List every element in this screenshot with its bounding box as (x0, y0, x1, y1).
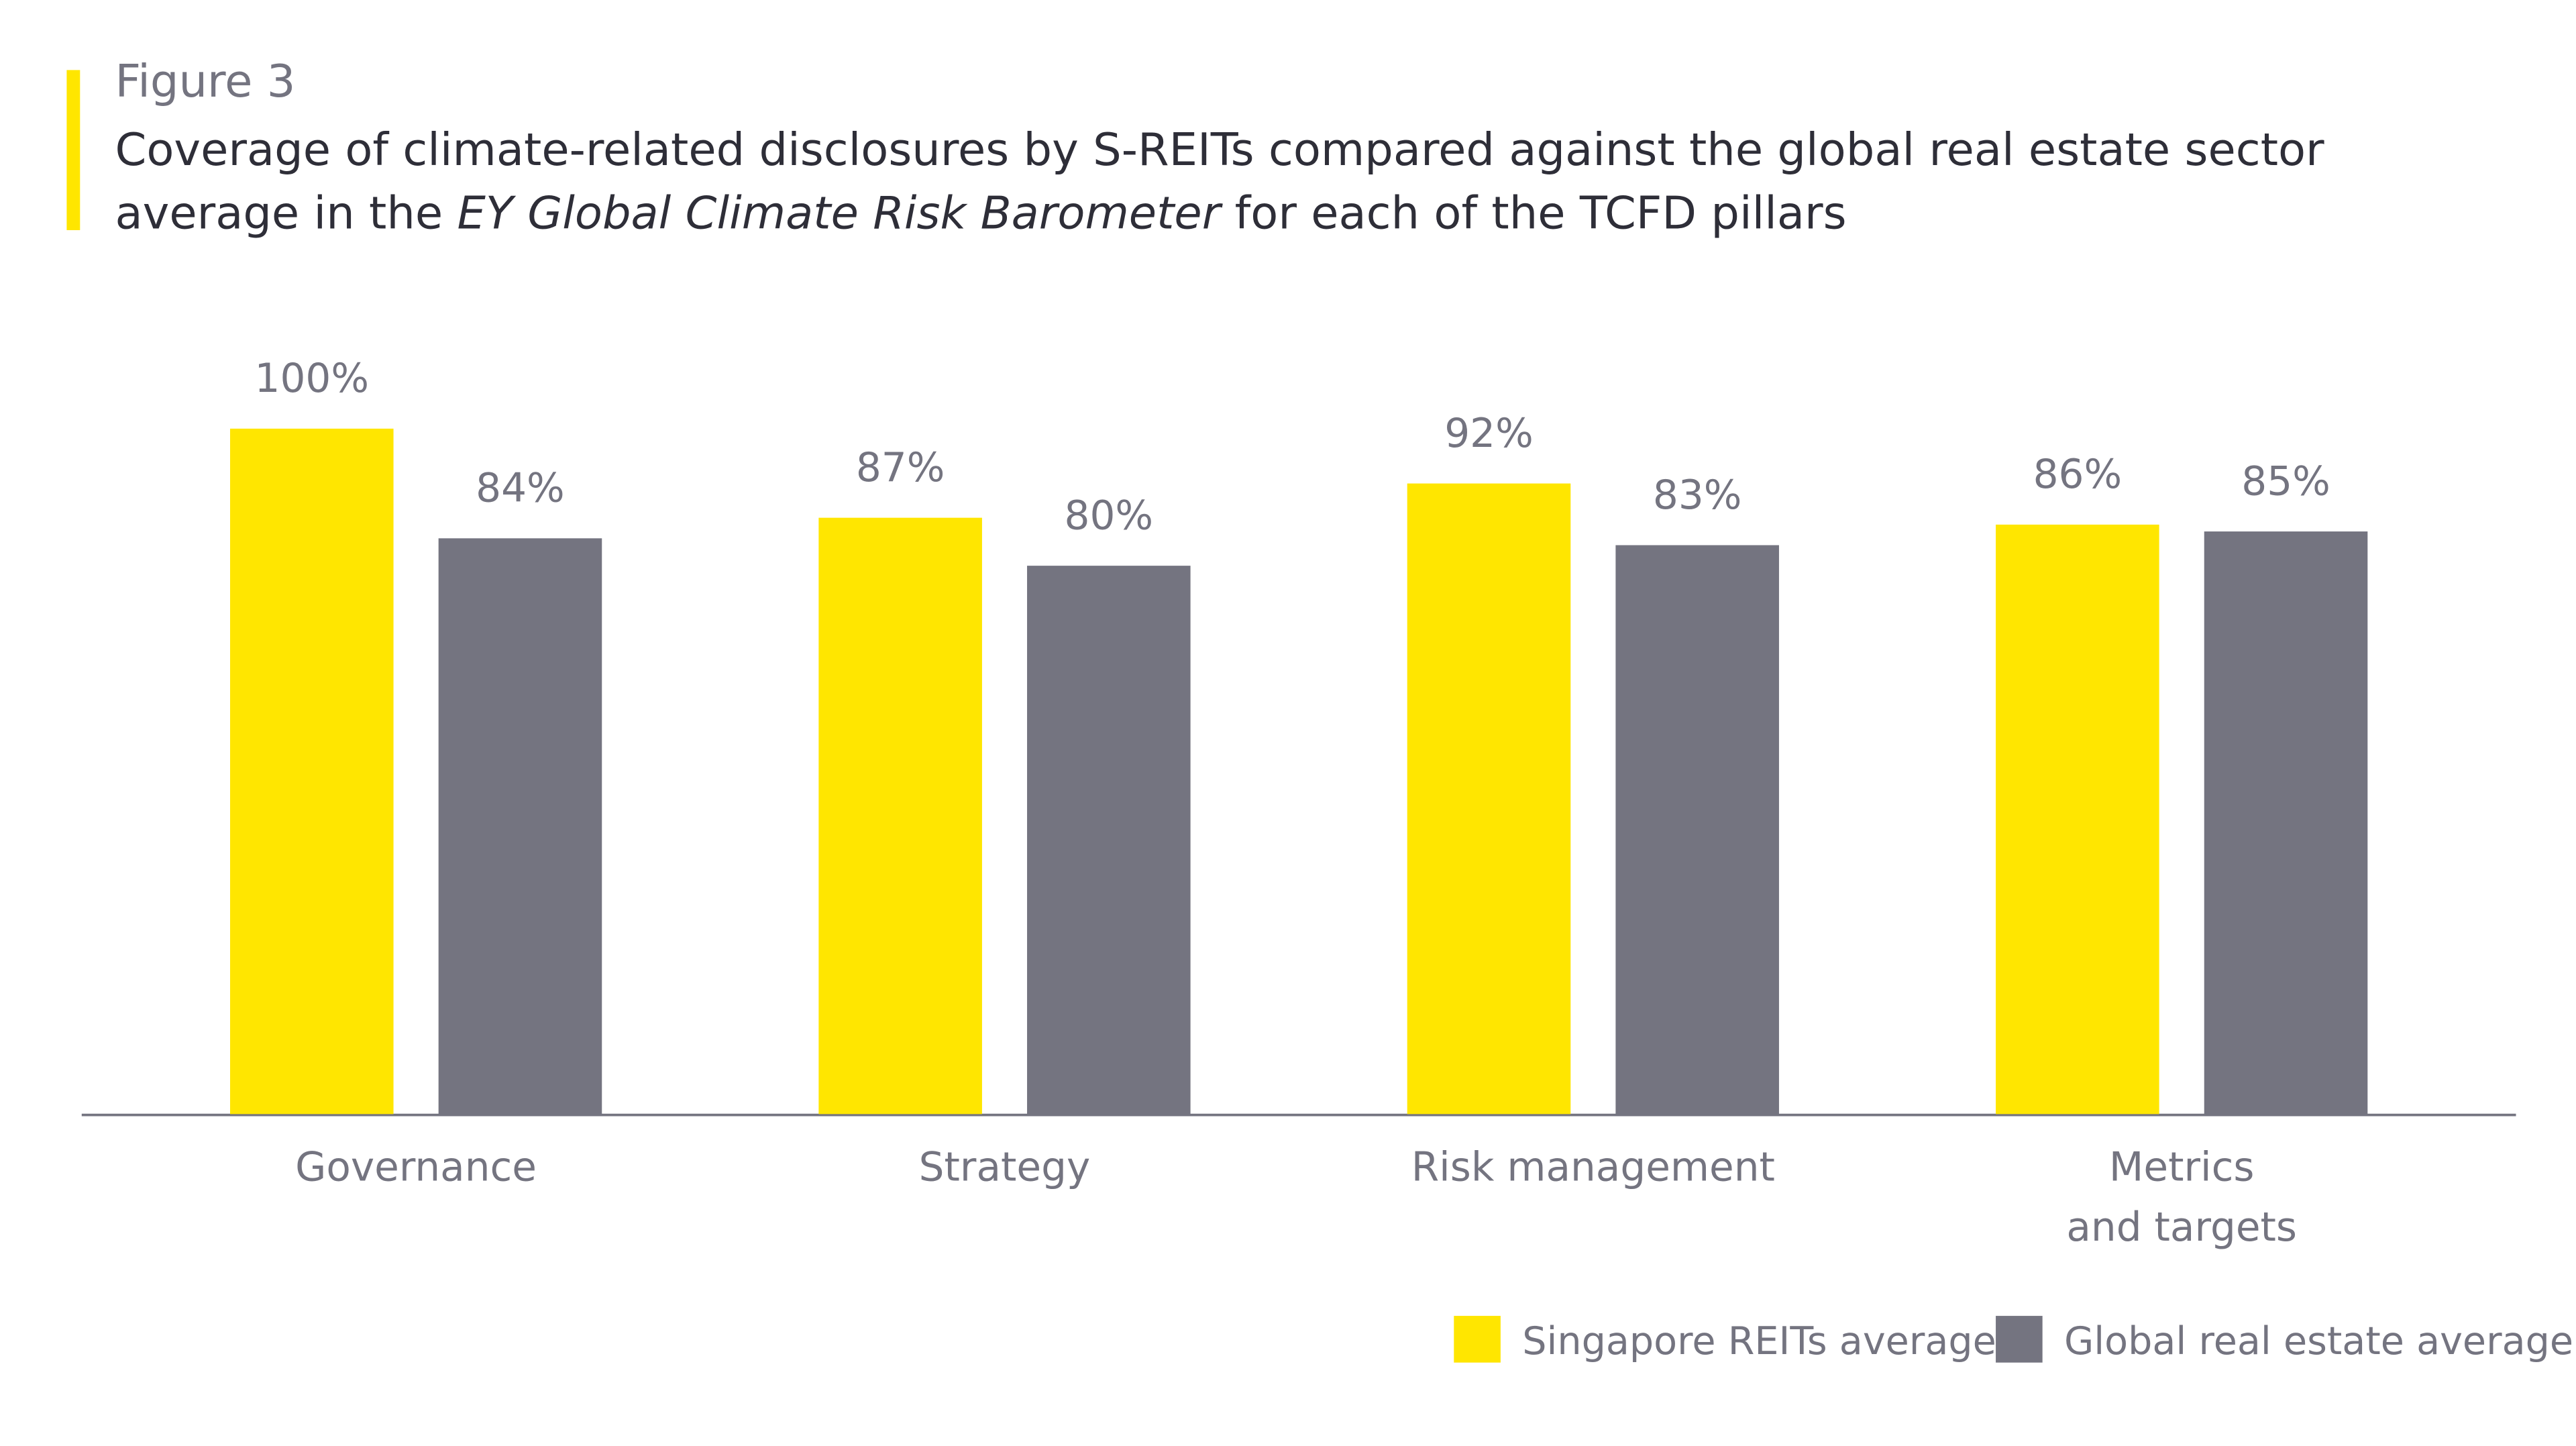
bar (1027, 566, 1191, 1115)
bar (229, 428, 394, 1115)
value-label: 80% (1065, 493, 1154, 539)
legend-swatch (1996, 1316, 2043, 1363)
title-part: for each of the TCFD pillars (1220, 188, 1847, 240)
value-label: 100% (255, 356, 370, 402)
bar (438, 538, 602, 1115)
legend-swatch (1454, 1316, 1501, 1363)
figure-label: Figure 3 (115, 56, 296, 109)
accent-bar (66, 70, 80, 230)
value-label: 92% (1444, 411, 1534, 457)
title-part: Coverage of climate-related disclosures … (115, 125, 2339, 240)
value-label: 87% (856, 445, 945, 491)
value-label: 86% (2033, 452, 2123, 498)
bar (1996, 524, 2159, 1115)
bar (1407, 483, 1571, 1115)
legend-label: Singapore REITs average (1522, 1319, 1996, 1363)
value-label: 83% (1653, 472, 1742, 519)
title-italic: EY Global Climate Risk Barometer (457, 188, 1221, 240)
legend-label: Global real estate average (2064, 1319, 2573, 1363)
value-label: 84% (476, 466, 565, 512)
value-label: 85% (2241, 458, 2330, 505)
x-tick-label: Strategy (918, 1144, 1091, 1191)
bar (818, 517, 982, 1115)
bar (1615, 545, 1779, 1115)
x-tick-label: Risk management (1411, 1144, 1775, 1191)
x-tick-label: Metrics and targets (2066, 1144, 2298, 1251)
bar (2204, 531, 2368, 1115)
x-tick-label: Governance (295, 1144, 537, 1191)
chart-title: Coverage of climate-related disclosures … (115, 120, 2382, 247)
